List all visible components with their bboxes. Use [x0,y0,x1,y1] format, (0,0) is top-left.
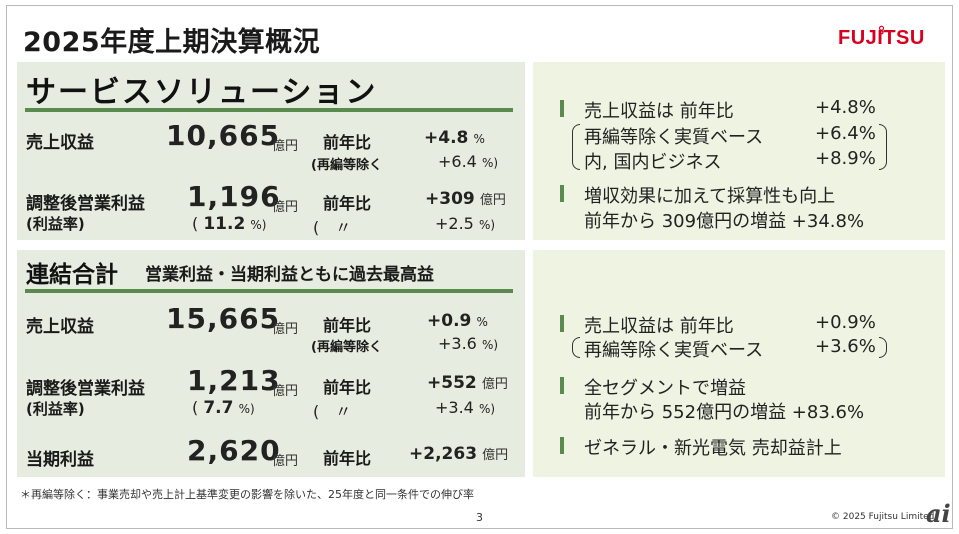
infinity-mark-icon [878,25,885,35]
consolidated-note-1: 売上収益は 前年比 [584,316,734,337]
left-bracket [572,337,580,358]
consolidated-margin-label: (利益率) [26,400,85,418]
consolidated-margin-yoy: +3.4 %) [435,398,496,417]
consolidated-heading: 連結合計 [26,262,118,288]
bullet-marker [560,185,564,202]
net-income-value: 2,620 [187,434,281,467]
consolidated-revenue-yoy-value: +0.9 % [427,311,488,331]
services-margin-value: ( 11.2 %) [192,214,267,234]
bullet-marker [560,315,564,332]
services-margin-label: (利益率) [26,215,85,233]
services-revenue-yoy-value: +4.8 % [424,128,485,148]
copyright: © 2025 Fujitsu Limited [831,512,935,522]
slide-frame [6,5,953,529]
left-bracket [572,124,580,170]
consolidated-revenue-value: 15,665 [166,302,281,335]
consolidated-note-1-value: +0.9% [815,312,876,333]
logo-text: FUJITSU [838,27,925,49]
consolidated-subheading: 営業利益・当期利益ともに過去最高益 [145,265,434,285]
consolidated-profit-label: 調整後営業利益 [26,379,145,399]
consolidated-revenue-sub-value: +3.6 %) [438,334,499,353]
consolidated-profit-yoy-value: +552 億円 [427,373,508,393]
services-note-1-value: +4.8% [815,97,876,118]
services-note-1: 売上収益は 前年比 [584,101,734,122]
consolidated-underline [25,289,513,293]
services-profit-yoy-value: +309 億円 [425,189,506,209]
consolidated-revenue-unit: 億円 [272,322,299,337]
net-income-yoy-value: +2,263 億円 [409,444,509,464]
services-note-2-value: +6.4% [815,123,876,144]
services-profit-unit: 億円 [272,200,299,215]
fujitsu-logo: FUJITSU [838,25,934,53]
consolidated-note-5: ゼネラル・新光電気 売却益計上 [584,438,842,459]
consolidated-revenue-yoy-label: 前年比 [323,316,372,335]
services-note-4: 増収効果に加えて採算性も向上 [584,186,836,207]
consolidated-revenue-sub-label: (再編等除く [311,340,382,355]
services-profit-label: 調整後営業利益 [26,194,145,214]
services-notes-panel [533,62,945,240]
services-underline [25,108,513,112]
services-revenue-yoy-label: 前年比 [323,133,372,152]
services-note-2: 再編等除く実質ベース [584,127,764,148]
consolidated-margin-value: ( 7.7 %) [192,398,255,418]
consolidated-note-2: 再編等除く実質ベース [584,340,764,361]
services-note-3-value: +8.9% [815,148,876,169]
consolidated-note-2-value: +3.6% [815,336,876,357]
bullet-marker [560,377,564,394]
services-heading: サービスソリューション [26,75,378,110]
consolidated-notes-panel [533,250,945,477]
net-income-label: 当期利益 [26,450,94,470]
consolidated-revenue-label: 売上収益 [26,317,94,337]
services-note-5: 前年から 309億円の増益 +34.8% [584,211,865,232]
net-income-yoy-label: 前年比 [323,449,372,468]
services-revenue-sub-value: +6.4 %) [438,152,499,171]
services-panel [17,62,525,240]
services-revenue-sub-label: (再編等除く [311,158,382,173]
consolidated-profit-value: 1,213 [187,364,281,397]
services-note-3: 内, 国内ビジネス [584,152,722,173]
net-income-unit: 億円 [272,454,299,469]
services-profit-yoy-label: 前年比 [323,194,372,213]
page-title: 2025年度上期決算概況 [23,27,321,58]
page-number: 3 [476,511,483,524]
consolidated-panel [17,250,525,477]
services-revenue-unit: 億円 [272,139,299,154]
services-profit-value: 1,196 [187,180,281,213]
right-bracket [879,124,887,170]
services-revenue-value: 10,665 [166,119,281,152]
watermark-logo: ai [926,499,951,528]
consolidated-note-4: 前年から 552億円の増益 +83.6% [584,402,865,423]
consolidated-profit-unit: 億円 [272,384,299,399]
services-margin-ditto: ( 〃 [313,218,352,237]
services-margin-yoy: +2.5 %) [435,214,496,233]
consolidated-profit-yoy-label: 前年比 [323,378,372,397]
bullet-marker [560,437,564,454]
consolidated-note-3: 全セグメントで増益 [584,378,746,399]
services-revenue-label: 売上収益 [26,133,94,153]
bullet-marker [560,100,564,117]
footnote: ＊再編等除く：事業売却や売上計上基準変更の影響を除いた、25年度と同一条件での伸… [20,488,474,501]
consolidated-margin-ditto: ( 〃 [313,402,352,421]
